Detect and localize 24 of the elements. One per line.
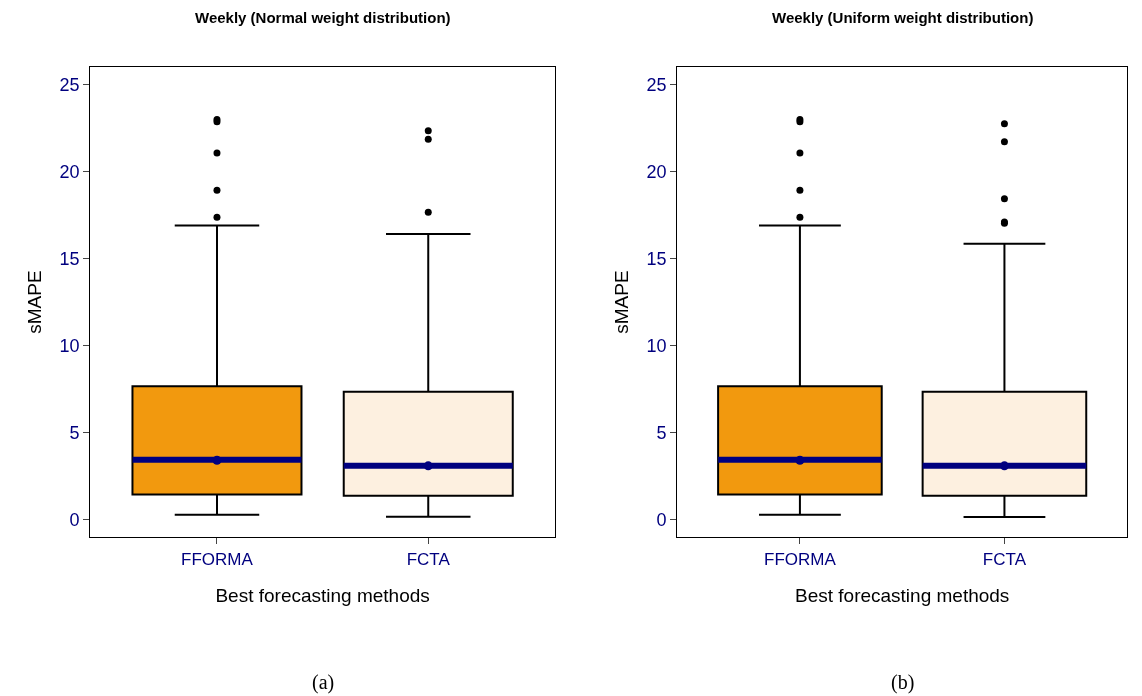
x-axis-title: Best forecasting methods (794, 584, 1010, 606)
text: (a) (312, 671, 335, 694)
text: (b) (891, 671, 915, 694)
y-axis-title: sMAPE (24, 270, 46, 334)
y-tick-label: 25 (59, 74, 80, 95)
y-tick-label: 10 (59, 335, 80, 356)
y-tick-label: 20 (646, 161, 667, 182)
chart-title: Weekly (Uniform weight distribution) (772, 9, 1034, 26)
x-axis-title: Best forecasting methods (215, 584, 430, 606)
x-tick-label: FCTA (406, 549, 451, 569)
y-tick-label: 0 (69, 510, 80, 531)
x-tick-label: FCTA (982, 549, 1027, 569)
chart-title: Weekly (Normal weight distribution) (195, 9, 451, 26)
y-tick-label: 5 (69, 423, 80, 444)
y-axis-title: sMAPE (611, 270, 633, 334)
y-tick-label: 20 (59, 161, 80, 182)
x-tick-label: FFORMA (181, 549, 254, 569)
y-tick-label: 15 (59, 248, 80, 269)
y-tick-label: 10 (646, 335, 667, 356)
y-tick-label: 0 (656, 510, 667, 531)
y-tick-label: 5 (656, 423, 667, 444)
x-tick-label: FFORMA (764, 549, 837, 569)
y-tick-label: 25 (646, 74, 667, 95)
y-tick-label: 15 (646, 248, 667, 269)
